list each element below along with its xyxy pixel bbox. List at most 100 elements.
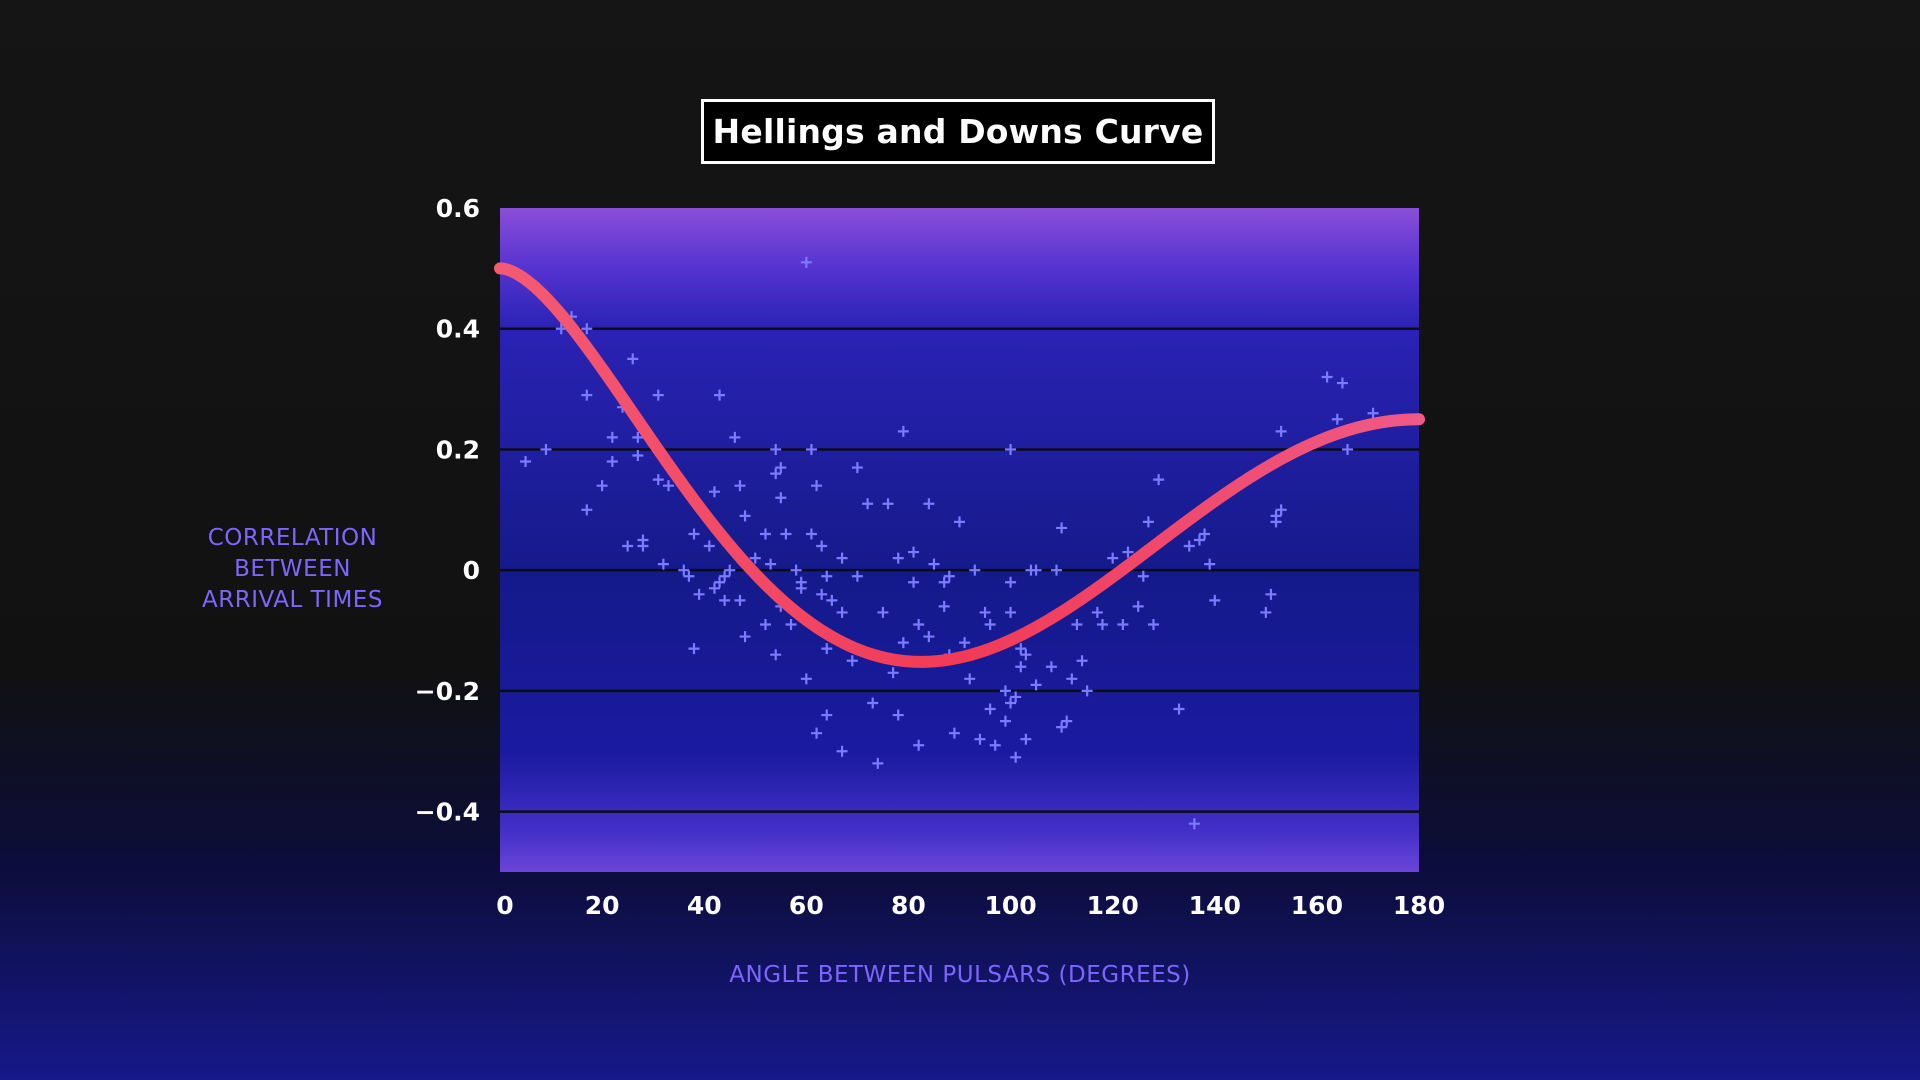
data-point — [928, 558, 940, 570]
data-point — [1336, 377, 1348, 389]
data-point — [780, 528, 792, 540]
data-point — [805, 528, 817, 540]
data-point — [979, 606, 991, 618]
data-point — [724, 564, 736, 576]
chart-title-box: Hellings and Downs Curve — [701, 99, 1215, 164]
x-tick-label: 100 — [984, 891, 1036, 920]
data-point — [652, 389, 664, 401]
data-point — [1122, 546, 1134, 558]
data-point — [1342, 443, 1354, 455]
data-point — [816, 588, 828, 600]
data-point — [1030, 564, 1042, 576]
data-point — [943, 570, 955, 582]
data-point — [734, 594, 746, 606]
data-point — [1265, 588, 1277, 600]
data-point — [1137, 570, 1149, 582]
data-point — [989, 739, 1001, 751]
data-point — [948, 727, 960, 739]
data-point — [1173, 703, 1185, 715]
y-axis-label: CORRELATION BETWEEN ARRIVAL TIMES — [170, 523, 415, 616]
data-point — [862, 498, 874, 510]
data-point — [627, 353, 639, 365]
data-point — [1331, 413, 1343, 425]
data-point — [662, 480, 674, 492]
x-tick-label: 120 — [1087, 891, 1139, 920]
data-point — [1275, 504, 1287, 516]
data-point — [581, 504, 593, 516]
x-tick-label: 180 — [1393, 891, 1445, 920]
x-tick-label: 140 — [1189, 891, 1241, 920]
data-point — [1056, 721, 1068, 733]
data-point — [759, 528, 771, 540]
data-point — [688, 643, 700, 655]
data-point — [581, 323, 593, 335]
data-point — [964, 673, 976, 685]
y-tick-label: 0.4 — [436, 315, 480, 344]
data-point — [555, 323, 567, 335]
data-point — [913, 739, 925, 751]
data-point — [688, 528, 700, 540]
data-point — [1076, 655, 1088, 667]
data-point — [959, 637, 971, 649]
data-point — [1015, 643, 1027, 655]
data-point — [1071, 619, 1083, 631]
data-point — [739, 631, 751, 643]
x-tick-label: 40 — [687, 891, 722, 920]
scatter-points — [520, 256, 1379, 830]
x-tick-label: 20 — [585, 891, 620, 920]
data-point — [678, 564, 690, 576]
data-point — [816, 540, 828, 552]
data-point — [1260, 606, 1272, 618]
y-tick-label: −0.2 — [415, 677, 480, 706]
x-tick-label: 80 — [891, 891, 926, 920]
data-point — [632, 449, 644, 461]
data-point — [637, 540, 649, 552]
data-point — [1045, 661, 1057, 673]
data-point — [657, 558, 669, 570]
data-point — [892, 552, 904, 564]
chart-title: Hellings and Downs Curve — [712, 112, 1204, 151]
data-point — [872, 757, 884, 769]
data-point — [984, 703, 996, 715]
data-point — [708, 486, 720, 498]
data-point — [729, 431, 741, 443]
data-point — [938, 576, 950, 588]
data-point — [1270, 510, 1282, 522]
data-point — [877, 606, 889, 618]
data-point — [1188, 818, 1200, 830]
data-point — [897, 425, 909, 437]
data-point — [520, 456, 532, 468]
data-point — [1056, 522, 1068, 534]
data-point — [749, 552, 761, 564]
data-point — [1107, 552, 1119, 564]
plot-area — [500, 208, 1419, 872]
data-point — [1005, 443, 1017, 455]
data-point — [632, 431, 644, 443]
data-point — [719, 594, 731, 606]
data-point — [1183, 540, 1195, 552]
data-point — [892, 709, 904, 721]
data-point — [596, 480, 608, 492]
y-tick-label: 0.2 — [436, 435, 480, 464]
data-point — [1367, 407, 1379, 419]
data-point — [923, 498, 935, 510]
data-point — [867, 697, 879, 709]
data-point — [1005, 697, 1017, 709]
data-point — [1096, 619, 1108, 631]
data-point — [811, 480, 823, 492]
data-point — [1204, 558, 1216, 570]
data-point — [1132, 600, 1144, 612]
data-point — [770, 468, 782, 480]
y-tick-label: 0.6 — [436, 194, 480, 223]
data-point — [836, 606, 848, 618]
data-point — [999, 715, 1011, 727]
y-tick-label: 0 — [463, 556, 480, 585]
data-point — [897, 637, 909, 649]
data-point — [770, 443, 782, 455]
data-point — [887, 667, 899, 679]
data-point — [581, 389, 593, 401]
data-point — [1030, 679, 1042, 691]
x-tick-label: 60 — [789, 891, 824, 920]
data-point — [714, 389, 726, 401]
data-point — [908, 546, 920, 558]
